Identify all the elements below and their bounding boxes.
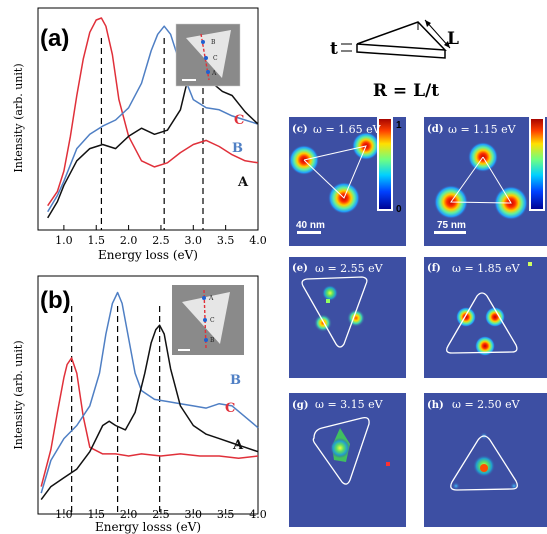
map-h-omega: ω = 2.50 eV (452, 398, 521, 411)
chart-a-xtick-label-2: 2.0 (120, 234, 138, 247)
chart-b-series-label-B: B (230, 373, 241, 388)
chart-a-series-B (47, 25, 259, 213)
map-d-colorbar (529, 117, 545, 211)
chart-b-series-label-A: A (232, 438, 244, 453)
chart-a-series-A (47, 62, 259, 219)
chart-b-ylabel: Intensity (arb. unit) (12, 340, 25, 449)
chart-b-inset-label-2: B (210, 337, 215, 344)
chart-a-series (47, 17, 259, 219)
map-f (424, 257, 547, 378)
map-d-label: (d) (427, 124, 443, 135)
chart-a-ylabel: Intensity (arb. unit) (12, 63, 25, 172)
chart-a-series-label-B: B (232, 141, 243, 156)
chart-b-xtick-label-5: 3.5 (217, 508, 235, 521)
map-h-label: (h) (427, 400, 444, 411)
chart-b-series-B (40, 291, 259, 494)
schematic-L-label: L (447, 29, 459, 49)
chart-b-xtick-label-4: 3.0 (185, 508, 203, 521)
chart-a-xtick-label-4: 3.0 (185, 234, 203, 247)
map-g (289, 393, 406, 527)
chart-b-xtick-label-2: 2.0 (120, 508, 138, 521)
schematic-equation: R = L/t (373, 81, 439, 101)
chart-b: (b) Intensity (arb. unit) Energy losss (… (12, 275, 267, 534)
map-f-omega: ω = 1.85 eV (452, 262, 521, 275)
prism-shape (356, 21, 447, 51)
chart-a-xtick-label-6: 4.0 (249, 234, 267, 247)
chart-b-inset-image (172, 285, 244, 355)
map-h (424, 393, 547, 527)
chart-a-series-label-A: A (237, 175, 249, 190)
chart-a-panel-label: (a) (40, 25, 69, 52)
chart-a-xlabel: Energy loss (eV) (98, 248, 198, 262)
chart-b-series-labels: CB A (225, 373, 244, 453)
map-c-omega: ω = 1.65 eV (313, 123, 382, 136)
chart-b-series-A (40, 324, 259, 501)
chart-a-inset-label-2: A (211, 70, 217, 77)
chart-a-inset-label-1: C (213, 55, 218, 62)
chart-a-series-C (47, 17, 259, 207)
map-c-colorbar-max: 1 (396, 120, 402, 131)
map-c: 1 0 (289, 117, 406, 246)
map-c-colorbar (377, 117, 393, 211)
chart-b-xtick-label-0: 1.0 (55, 508, 73, 521)
chart-b-panel-label: (b) (40, 287, 71, 314)
schematic: t L R = L/t (330, 19, 459, 101)
map-c-colorbar-min: 0 (396, 204, 402, 215)
map-c-label: (c) (292, 124, 308, 135)
chart-a: (a) Intensity (arb. unit) Energy loss (e… (12, 7, 267, 262)
map-e-omega: ω = 2.55 eV (315, 262, 384, 275)
chart-b-xlabel: Energy losss (eV) (95, 520, 201, 534)
chart-a-xtick-label-1: 1.5 (87, 234, 105, 247)
chart-b-series (40, 291, 259, 501)
chart-a-xtick-label-5: 3.5 (217, 234, 235, 247)
map-d-scalebar: 75 nm (437, 220, 466, 231)
chart-a-series-labels: CB A (232, 113, 249, 190)
map-g-label: (g) (292, 400, 308, 411)
map-e-label: (e) (292, 263, 308, 274)
chart-b-frame (37, 275, 259, 515)
chart-a-ticks: 1.0 1.5 2.0 2.5 3.0 3.5 4.0 (55, 225, 267, 247)
map-d-omega: ω = 1.15 eV (448, 123, 517, 136)
chart-b-xtick-label-3: 2.5 (152, 508, 170, 521)
chart-a-frame (37, 7, 259, 231)
chart-b-series-label-C: C (225, 401, 235, 416)
map-e (289, 257, 406, 378)
chart-a-series-label-C: C (234, 113, 244, 128)
map-c-scalebar: 40 nm (296, 220, 325, 231)
map-d (424, 117, 547, 246)
chart-b-series-C (40, 357, 259, 487)
chart-b-inset-label-1: C (210, 317, 215, 324)
chart-a-xtick-label-0: 1.0 (55, 234, 73, 247)
chart-b-dashed-lines (71, 306, 161, 514)
chart-b-inset-label-0: A (208, 295, 214, 302)
chart-b-ticks: 1.0 1.5 2.0 2.5 3.0 3.5 4.0 (55, 508, 267, 521)
chart-b-xtick-label-1: 1.5 (87, 508, 105, 521)
map-f-label: (f) (427, 263, 441, 274)
chart-a-xtick-label-3: 2.5 (152, 234, 170, 247)
chart-a-inset-image (175, 23, 241, 87)
map-g-omega: ω = 3.15 eV (315, 398, 384, 411)
schematic-t-label: t (330, 39, 338, 59)
chart-a-inset-label-0: B (211, 39, 216, 46)
chart-b-xtick-label-6: 4.0 (249, 508, 267, 521)
